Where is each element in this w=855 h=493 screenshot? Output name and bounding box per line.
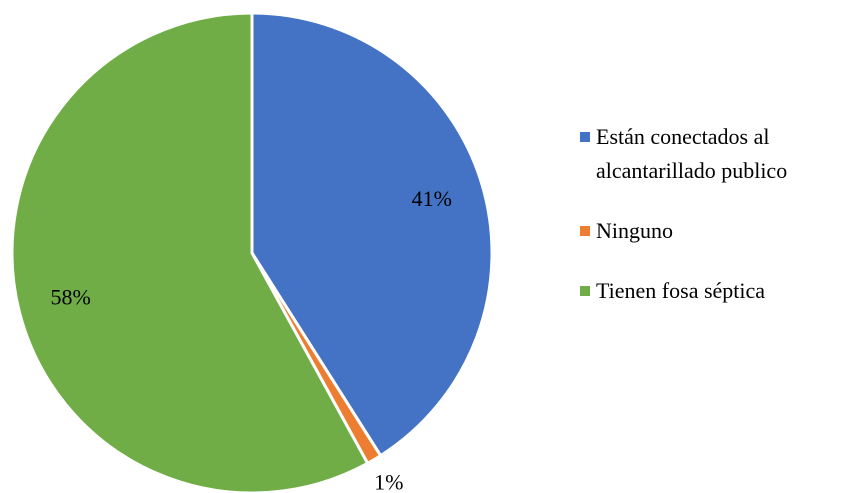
legend-swatch bbox=[580, 226, 590, 236]
legend-item: Ninguno bbox=[580, 214, 842, 248]
legend-swatch bbox=[580, 286, 590, 296]
data-label: 1% bbox=[374, 469, 403, 493]
legend-label: Están conectados al alcantarillado publi… bbox=[596, 124, 788, 183]
legend-label: Tienen fosa séptica bbox=[596, 278, 766, 303]
data-label: 58% bbox=[51, 285, 91, 310]
legend: Están conectados al alcantarillado publi… bbox=[580, 120, 842, 334]
legend-item: Están conectados al alcantarillado publi… bbox=[580, 120, 842, 188]
data-label: 41% bbox=[412, 186, 452, 211]
legend-label: Ninguno bbox=[596, 218, 673, 243]
legend-swatch bbox=[580, 132, 590, 142]
legend-item: Tienen fosa séptica bbox=[580, 274, 842, 308]
